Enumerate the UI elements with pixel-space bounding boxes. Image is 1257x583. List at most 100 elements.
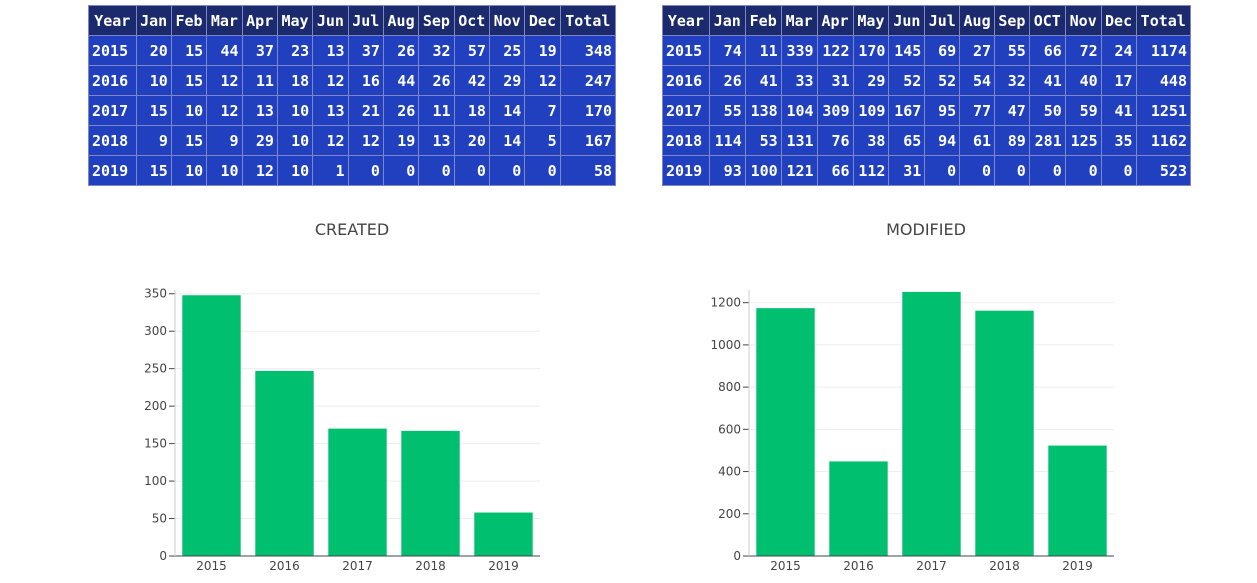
table-cell: 0: [959, 155, 995, 186]
table-row: 2016 26 41 33 31 29 52 52 54 32 41 40 17 448: [662, 65, 1191, 96]
table-cell: 14: [488, 95, 526, 126]
table-cell: 0: [453, 155, 490, 186]
table-row: 2019 93 100 121 66 112 31 0 0 0 0 0 0 523: [662, 155, 1191, 186]
y-tick-label: 400: [718, 465, 741, 479]
table-header-row: Year Jan Feb Mar Apr May Jun Jul Aug Sep OCT Nov Dec…: [662, 5, 1191, 36]
y-tick-label: 0: [159, 549, 167, 563]
table-cell: 18: [276, 65, 314, 96]
table-cell: 15: [135, 95, 172, 126]
column-header: Feb: [170, 5, 208, 36]
table-cell: 15: [170, 35, 208, 66]
table-cell: 14: [488, 125, 526, 156]
table-cell: 19: [524, 35, 561, 66]
table-cell: 1: [312, 155, 349, 186]
y-tick-label: 1200: [710, 296, 741, 310]
x-tick-label: 2016: [269, 559, 300, 573]
table-cell: 100: [744, 155, 782, 186]
table-cell: 167: [888, 95, 926, 126]
table-cell: 77: [959, 95, 995, 126]
table-cell: 19: [382, 125, 420, 156]
column-header: May: [852, 5, 890, 36]
table-cell: 170: [559, 95, 617, 126]
table-cell: 53: [744, 125, 782, 156]
table-header-row: Year Jan Feb Mar Apr May Jun Jul Aug Sep Oct Nov Dec…: [88, 5, 617, 36]
table-row: 2016 10 15 12 11 18 12 16 44 26 42 29 12 247: [88, 65, 617, 96]
column-header: Apr: [816, 5, 854, 36]
column-header: Mar: [780, 5, 818, 36]
table-cell: 29: [241, 125, 278, 156]
table-cell: 15: [135, 155, 172, 186]
table-cell: 50: [1028, 95, 1066, 126]
table-cell: 12: [206, 65, 243, 96]
table-cell: 170: [852, 35, 890, 66]
table-cell: 13: [312, 35, 349, 66]
column-header: Mar: [206, 5, 243, 36]
column-header: Dec: [1100, 5, 1137, 36]
table-cell: 0: [1028, 155, 1066, 186]
table-cell: 131: [780, 125, 818, 156]
bar: [902, 291, 961, 556]
table-cell: 0: [418, 155, 455, 186]
table-cell: 523: [1135, 155, 1191, 186]
table-row: 2017 55 138 104 309 109 167 95 77 47 50 59 41 1251: [662, 95, 1191, 126]
created-stats-table: Year Jan Feb Mar Apr May Jun Jul Aug Sep Oct Nov Dec…: [88, 5, 617, 186]
y-tick-label: 150: [144, 437, 167, 451]
year-cell: 2017: [662, 95, 710, 126]
table-cell: 38: [852, 125, 890, 156]
table-cell: 11: [241, 65, 278, 96]
y-tick-label: 100: [144, 474, 167, 488]
table-cell: 12: [312, 125, 349, 156]
y-tick-label: 0: [733, 549, 741, 563]
y-tick-label: 300: [144, 324, 167, 338]
table-cell: 1174: [1135, 35, 1191, 66]
table-cell: 32: [994, 65, 1030, 96]
year-cell: 2015: [662, 35, 710, 66]
table-cell: 10: [276, 95, 314, 126]
year-cell: 2019: [662, 155, 710, 186]
table-cell: 13: [312, 95, 349, 126]
column-header: Total: [559, 5, 617, 36]
table-cell: 0: [1100, 155, 1137, 186]
table-cell: 33: [780, 65, 818, 96]
column-header: Nov: [488, 5, 526, 36]
column-header: Total: [1135, 5, 1191, 36]
year-cell: 2019: [88, 155, 137, 186]
bar: [829, 461, 888, 556]
y-tick-label: 50: [152, 512, 167, 526]
x-tick-label: 2018: [989, 559, 1020, 573]
table-cell: 55: [994, 35, 1030, 66]
table-cell: 72: [1064, 35, 1102, 66]
table-cell: 1162: [1135, 125, 1191, 156]
table-cell: 10: [170, 95, 208, 126]
column-header: Aug: [959, 5, 995, 36]
column-header: Jul: [924, 5, 961, 36]
table-cell: 112: [852, 155, 890, 186]
table-cell: 109: [852, 95, 890, 126]
table-cell: 20: [453, 125, 490, 156]
y-tick-label: 350: [144, 287, 167, 301]
column-header: Jan: [708, 5, 746, 36]
column-header: Sep: [994, 5, 1030, 36]
column-header: Feb: [744, 5, 782, 36]
table-cell: 59: [1064, 95, 1102, 126]
table-row: 2018 114 53 131 76 38 65 94 61 89 281 125 35 1162: [662, 125, 1191, 156]
table-cell: 47: [994, 95, 1030, 126]
year-cell: 2017: [88, 95, 137, 126]
table-cell: 20: [135, 35, 172, 66]
y-tick-label: 250: [144, 362, 167, 376]
table-cell: 0: [488, 155, 526, 186]
table-cell: 7: [524, 95, 561, 126]
bar: [255, 370, 314, 556]
table-cell: 54: [959, 65, 995, 96]
table-cell: 37: [347, 35, 384, 66]
table-cell: 40: [1064, 65, 1102, 96]
table-cell: 9: [135, 125, 172, 156]
table-cell: 167: [559, 125, 617, 156]
table-cell: 26: [708, 65, 746, 96]
table-cell: 0: [994, 155, 1030, 186]
table-cell: 25: [488, 35, 526, 66]
table-cell: 121: [780, 155, 818, 186]
table-cell: 65: [888, 125, 926, 156]
table-cell: 58: [559, 155, 617, 186]
modified-chart-title: MODIFIED: [886, 220, 966, 239]
